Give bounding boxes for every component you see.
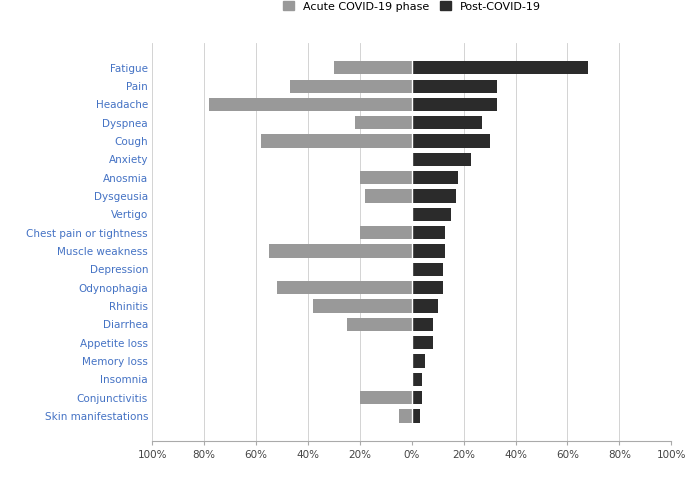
Bar [399,410,412,422]
Bar [412,116,482,129]
Bar [354,116,412,129]
Bar [262,135,412,148]
Bar [365,190,412,203]
Bar [412,373,422,386]
Bar [277,281,412,294]
Bar [412,336,432,349]
Bar [269,244,412,258]
Bar [412,153,471,166]
Bar [412,244,446,258]
Bar [412,263,443,276]
Bar [412,98,498,111]
Bar [412,226,446,240]
Bar [360,391,412,404]
Bar [412,354,425,367]
Bar [412,135,490,148]
Bar [412,61,588,74]
Bar [412,318,432,331]
Bar [347,318,412,331]
Bar [412,391,422,404]
Bar [360,171,412,184]
Bar [209,98,412,111]
Bar [360,226,412,240]
Bar [412,410,419,422]
Bar [313,299,412,313]
Bar [412,208,450,221]
Bar [412,299,437,313]
Bar [412,171,458,184]
Bar [412,80,498,93]
Bar [334,61,412,74]
Bar [412,190,456,203]
Bar [290,80,412,93]
Bar [412,281,443,294]
Legend: Acute COVID-19 phase, Post-COVID-19: Acute COVID-19 phase, Post-COVID-19 [278,0,545,16]
